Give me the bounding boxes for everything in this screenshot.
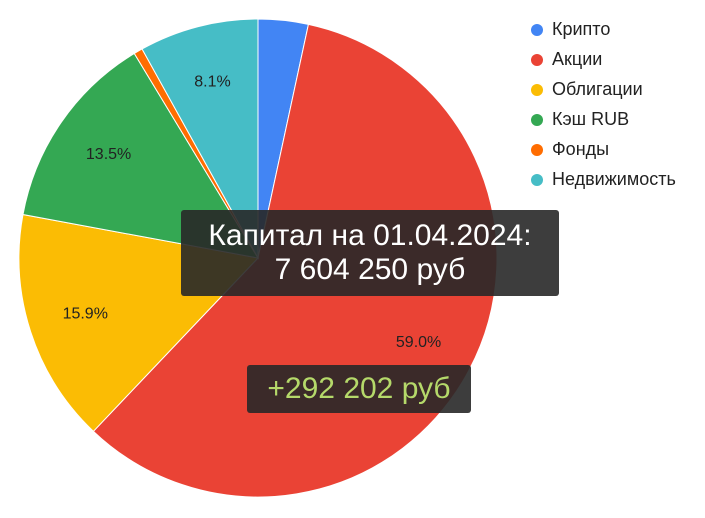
legend-label-3: Облигации [552, 79, 643, 99]
legend-marker-4 [531, 114, 543, 126]
slice-label-2: 59.0% [396, 334, 441, 351]
slice-label-4: 13.5% [86, 146, 131, 163]
legend-label-1: Крипто [552, 19, 610, 39]
legend-marker-2 [531, 54, 543, 66]
capital-annotation: Капитал на 01.04.2024: 7 604 250 руб [181, 210, 559, 296]
legend-marker-3 [531, 84, 543, 96]
legend-label-4: Кэш RUB [552, 109, 629, 129]
pie-slice-4 [22, 52, 260, 259]
pie-slice-6 [141, 18, 259, 260]
legend-label-2: Акции [552, 49, 602, 69]
legend-marker-6 [531, 174, 543, 186]
capital-value: 7 604 250 руб [274, 253, 466, 286]
legend: Крипто Акции Облигации Кэш RUB Фонды Недвижим… [531, 19, 676, 189]
capital-title: Капитал на 01.04.2024: [208, 219, 532, 252]
slice-labels: 59.0% 15.9% 13.5% 8.1% [63, 73, 442, 351]
legend-marker-1 [531, 24, 543, 36]
legend-label-5: Фонды [552, 139, 609, 159]
legend-label-6: Недвижимость [552, 169, 676, 189]
legend-marker-5 [531, 144, 543, 156]
gain-annotation: +292 202 руб [247, 365, 471, 413]
slice-label-6: 8.1% [194, 73, 230, 90]
slice-label-3: 15.9% [63, 305, 108, 322]
